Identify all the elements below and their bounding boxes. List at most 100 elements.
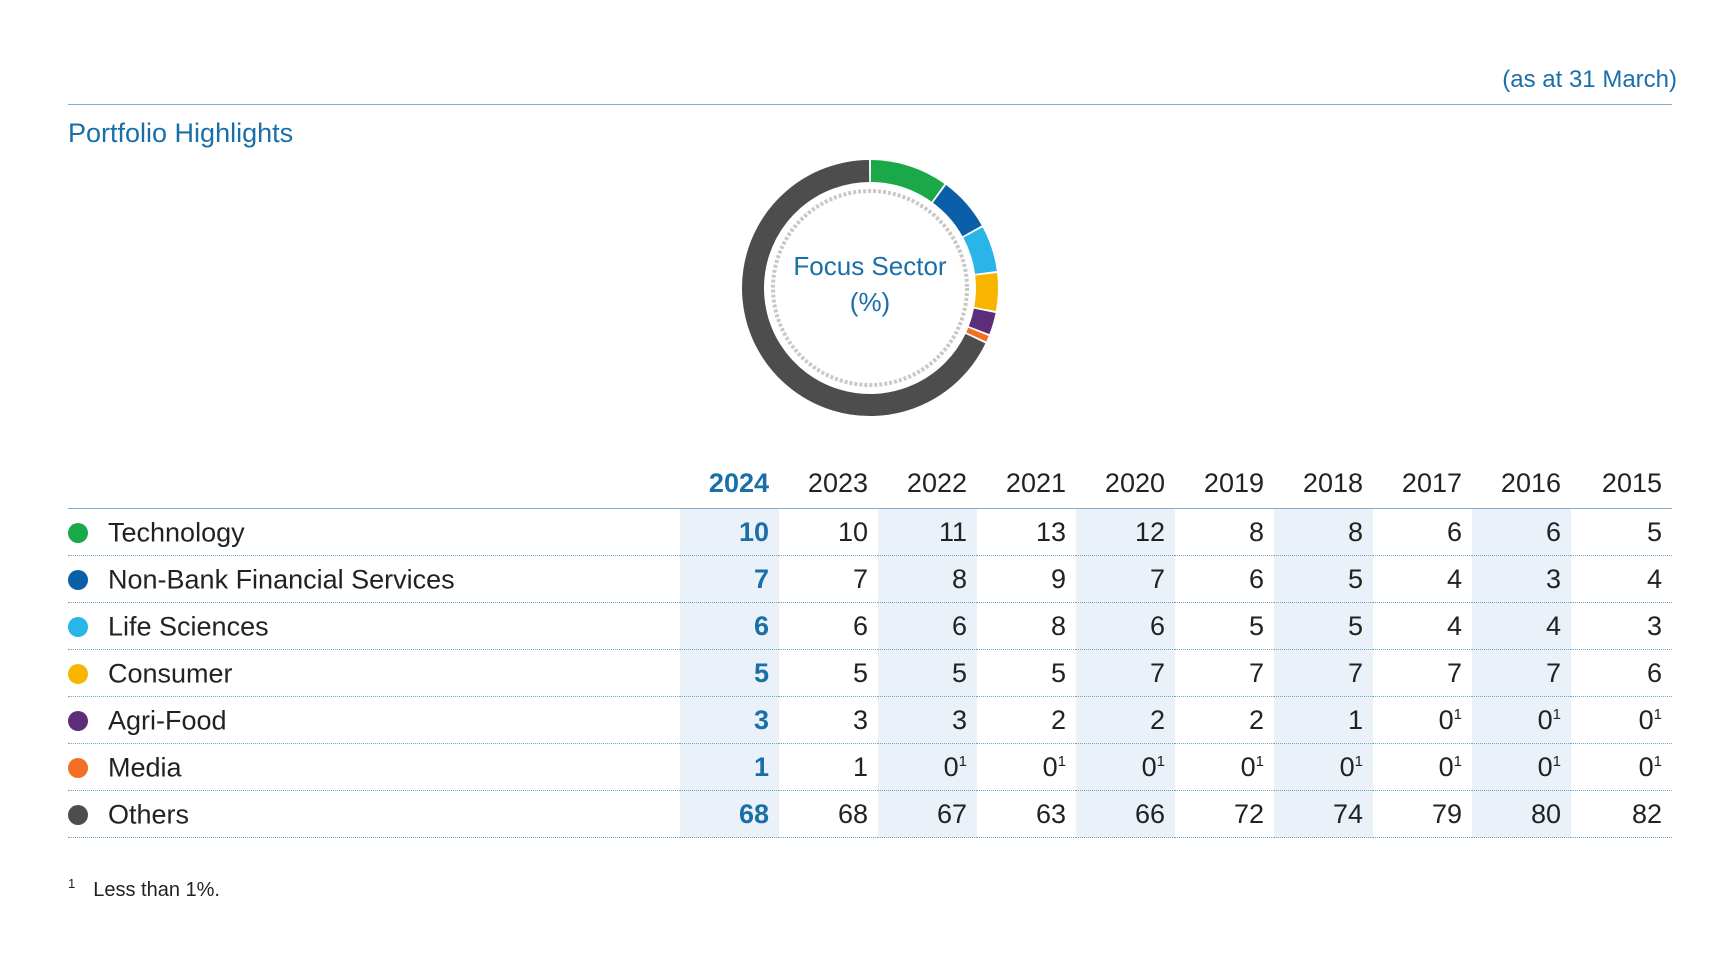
- table-cell: 8: [1175, 508, 1274, 556]
- donut-slice-others: [742, 160, 986, 416]
- table-cell: 6: [1472, 508, 1571, 556]
- donut-inner-ring: [771, 189, 969, 387]
- table-cell: 7: [1076, 649, 1175, 697]
- donut-slice-consumer: [974, 272, 998, 311]
- table-cell: 7: [1175, 649, 1274, 697]
- table-cell: 5: [680, 649, 779, 697]
- table-cell: 6: [680, 602, 779, 650]
- year-header-2020: 2020: [1076, 458, 1175, 509]
- table-cell: 5: [1274, 602, 1373, 650]
- table-row: Consumer 5 5 5 5 7 7 7 7 7 6: [68, 649, 1672, 697]
- table-cell: 7: [779, 555, 878, 603]
- legend-dot-icon: [68, 757, 88, 778]
- table-cell: 68: [779, 790, 878, 838]
- year-header-2024: 2024: [680, 458, 779, 509]
- table-cell: 01: [1175, 743, 1274, 791]
- footnote-ref: 1: [1453, 705, 1462, 723]
- table-cell: 74: [1274, 790, 1373, 838]
- table-cell: 01: [1472, 743, 1571, 791]
- sector-name: Technology: [108, 517, 245, 548]
- sector-label: Technology: [68, 508, 680, 556]
- donut-slice-life-sciences: [963, 227, 997, 275]
- table-cell: 13: [977, 508, 1076, 556]
- table-cell: 01: [1571, 743, 1672, 791]
- legend-dot-icon: [68, 663, 88, 684]
- table-cell: 4: [1571, 555, 1672, 603]
- table-cell: 2: [1076, 696, 1175, 744]
- table-cell: 2: [1175, 696, 1274, 744]
- footnote-text: Less than 1%.: [93, 879, 220, 901]
- table-cell: 79: [1373, 790, 1472, 838]
- table-cell: 1: [779, 743, 878, 791]
- table-cell: 01: [977, 743, 1076, 791]
- footnote-ref: 1: [1653, 705, 1662, 723]
- footnote-ref: 1: [1057, 752, 1066, 770]
- footnote-ref: 1: [1453, 752, 1462, 770]
- table-cell: 11: [878, 508, 977, 556]
- footnote-ref: 1: [1255, 752, 1264, 770]
- footnote: 1 Less than 1%.: [68, 876, 220, 902]
- table-row: Others 68 68 67 63 66 72 74 79 80 82: [68, 790, 1672, 838]
- year-header-2018: 2018: [1274, 458, 1373, 509]
- table-cell: 5: [878, 649, 977, 697]
- table-cell: 3: [1472, 555, 1571, 603]
- table-cell: 6: [1571, 649, 1672, 697]
- table-cell: 7: [680, 555, 779, 603]
- donut-slice-non-bank-financial-services: [932, 185, 982, 237]
- table-cell: 9: [977, 555, 1076, 603]
- footnote-ref: 1: [1653, 752, 1662, 770]
- table-row: Non-Bank Financial Services 7 7 8 9 7 6 5 4 3 4: [68, 555, 1672, 603]
- table-cell: 7: [1373, 649, 1472, 697]
- table-cell: 1: [680, 743, 779, 791]
- donut-center-label: Focus Sector (%): [770, 248, 970, 320]
- table-cell: 01: [1571, 696, 1672, 744]
- year-header-2016: 2016: [1472, 458, 1571, 509]
- table-cell: 7: [1274, 649, 1373, 697]
- table-cell: 4: [1373, 602, 1472, 650]
- table-row: Life Sciences 6 6 6 8 6 5 5 4 4 3: [68, 602, 1672, 650]
- table-cell: 3: [779, 696, 878, 744]
- table-cell: 66: [1076, 790, 1175, 838]
- table-cell: 6: [779, 602, 878, 650]
- table-cell: 6: [1076, 602, 1175, 650]
- table-cell: 3: [878, 696, 977, 744]
- table-cell: 10: [779, 508, 878, 556]
- year-header-2017: 2017: [1373, 458, 1472, 509]
- donut-center-unit: (%): [849, 287, 891, 317]
- table-cell: 6: [1373, 508, 1472, 556]
- footnote-ref: 1: [1552, 705, 1561, 723]
- table-cell: 8: [1274, 508, 1373, 556]
- sector-label: Life Sciences: [68, 602, 680, 650]
- header-sector: [68, 458, 680, 509]
- legend-dot-icon: [68, 804, 88, 825]
- as-at-date: (as at 31 March): [1502, 66, 1677, 93]
- table-cell: 01: [1373, 696, 1472, 744]
- sector-name: Life Sciences: [108, 611, 269, 642]
- donut-center-title: Focus Sector: [793, 251, 947, 281]
- table-cell: 01: [1274, 743, 1373, 791]
- sector-name: Media: [108, 752, 182, 783]
- donut-slice-technology: [870, 160, 945, 202]
- table-cell: 12: [1076, 508, 1175, 556]
- year-header-2021: 2021: [977, 458, 1076, 509]
- table-row: Technology 10 10 11 13 12 8 8 6 6 5: [68, 508, 1672, 556]
- legend-dot-icon: [68, 522, 88, 543]
- table-header-row: 2024 2023 2022 2021 2020 2019 2018 2017 2016 2015: [68, 458, 1672, 509]
- table-cell: 3: [1571, 602, 1672, 650]
- year-header-2019: 2019: [1175, 458, 1274, 509]
- table-cell: 8: [878, 555, 977, 603]
- donut-slice-media: [966, 327, 989, 342]
- table-cell: 2: [977, 696, 1076, 744]
- table-cell: 6: [878, 602, 977, 650]
- sector-label: Others: [68, 790, 680, 838]
- footnote-ref: 1: [1156, 752, 1165, 770]
- page-title: Portfolio Highlights: [68, 118, 294, 148]
- table-cell: 5: [1274, 555, 1373, 603]
- table-cell: 5: [1175, 602, 1274, 650]
- table-cell: 80: [1472, 790, 1571, 838]
- table-cell: 68: [680, 790, 779, 838]
- focus-sector-donut: [742, 160, 998, 416]
- year-header-2015: 2015: [1571, 458, 1672, 509]
- sector-label: Non-Bank Financial Services: [68, 555, 680, 603]
- legend-dot-icon: [68, 616, 88, 637]
